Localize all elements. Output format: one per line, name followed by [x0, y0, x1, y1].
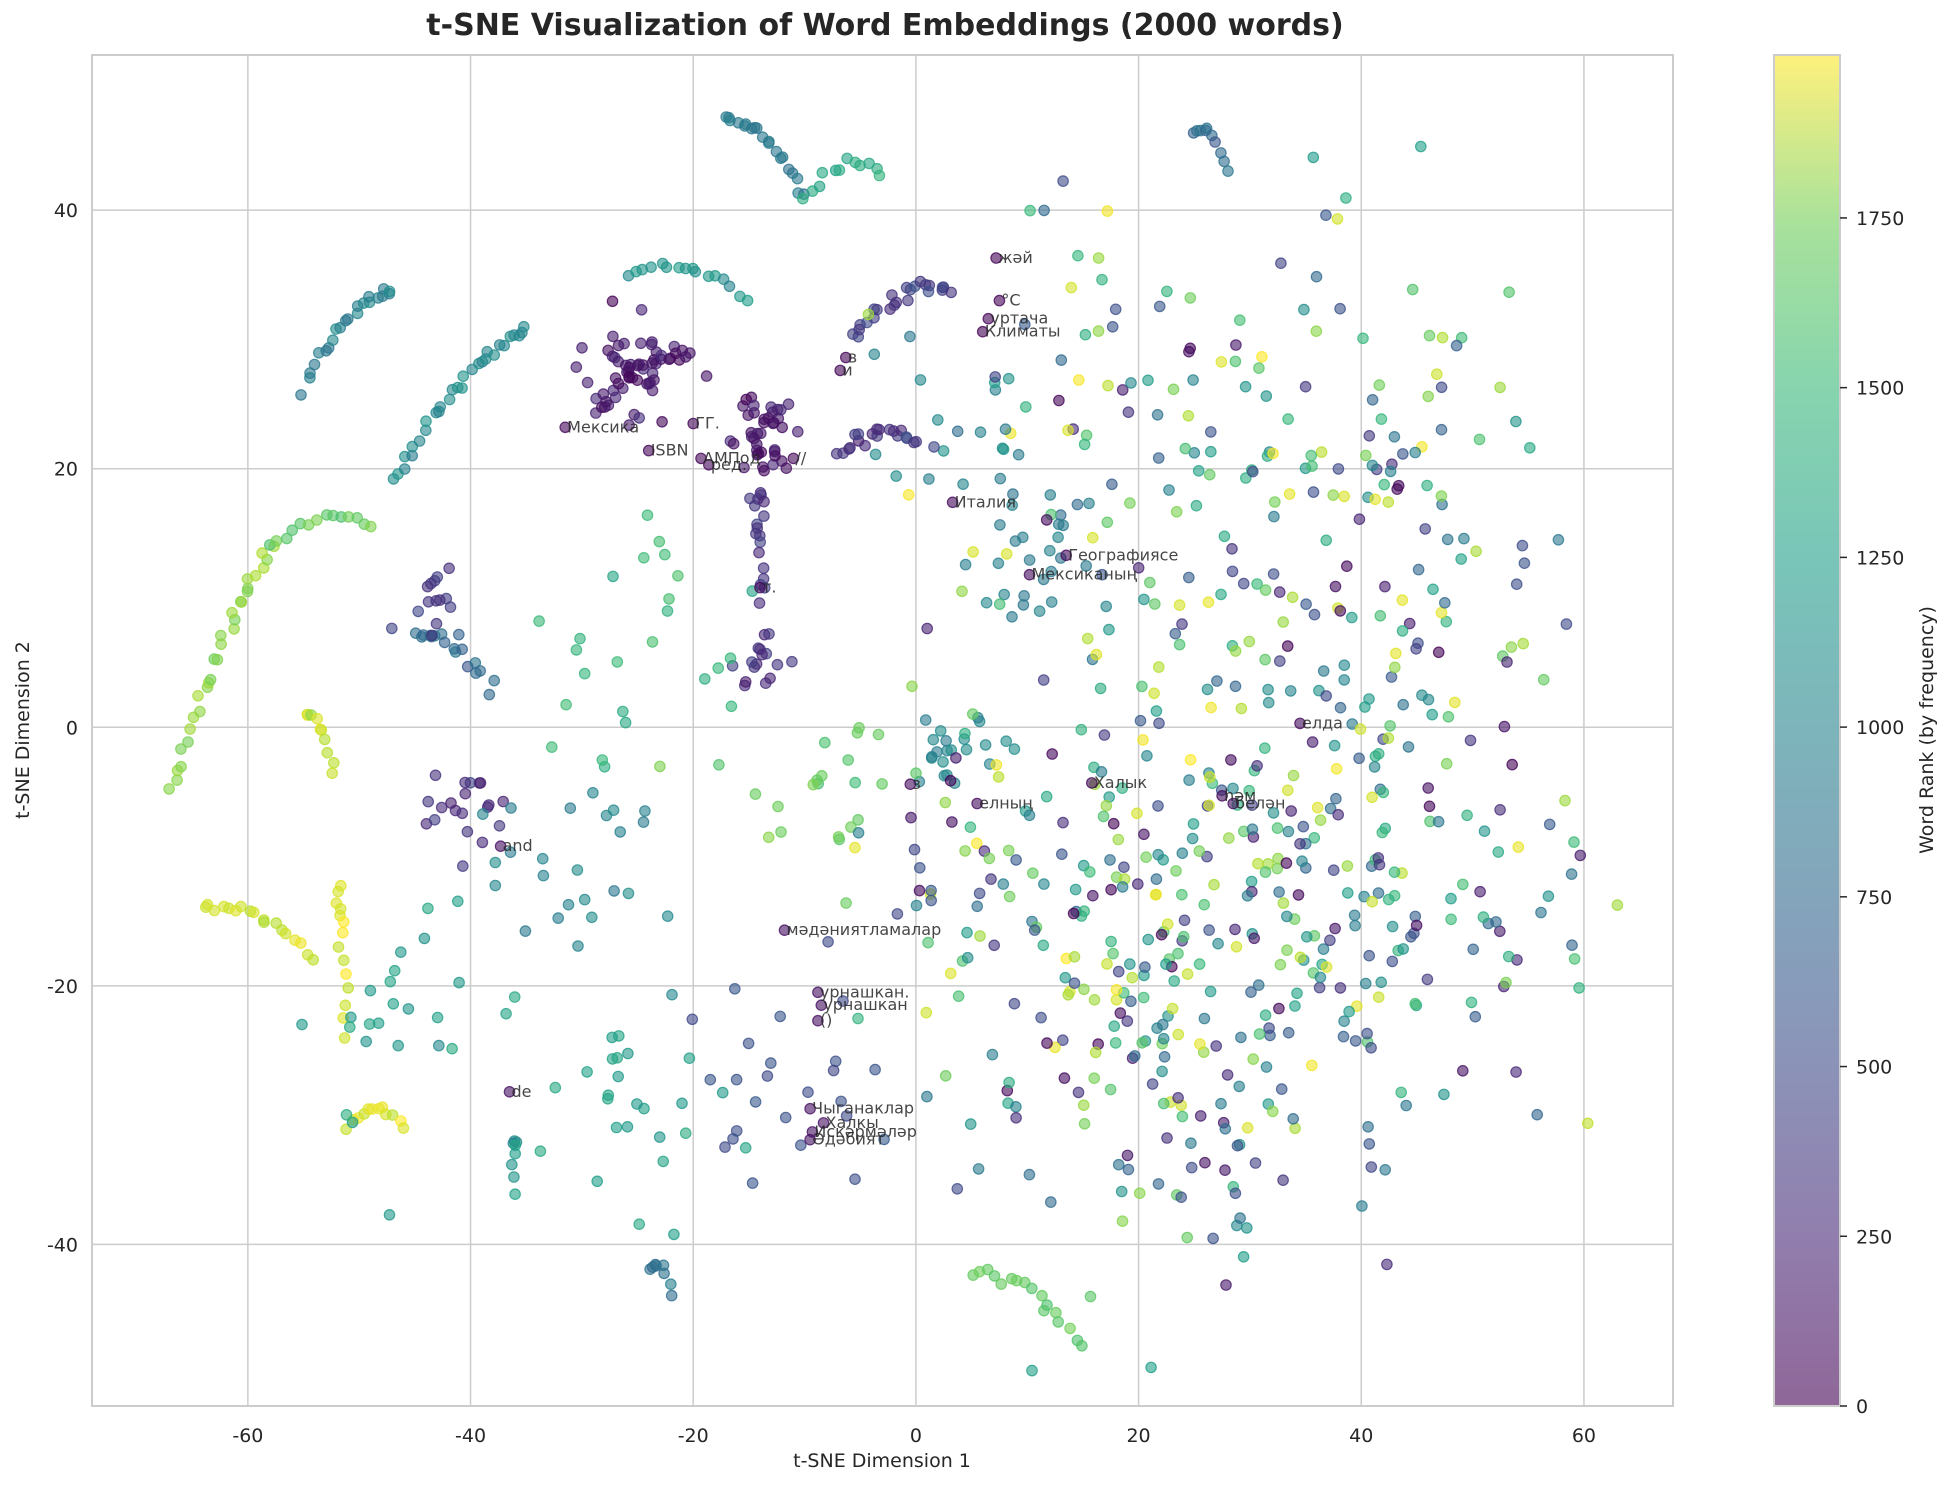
word-annotation: Географиясе [1068, 545, 1178, 564]
word-annotation: () [820, 1011, 832, 1030]
colorbar-tick-label: 1250 [1856, 547, 1904, 569]
word-annotation: and [503, 836, 533, 855]
x-tick-label: 20 [1126, 1425, 1150, 1447]
x-tick-label: -20 [678, 1425, 709, 1447]
word-annotation: Мексиканың [1031, 565, 1137, 584]
colorbar-tick-label: 750 [1856, 887, 1892, 909]
word-annotation: и [842, 360, 852, 379]
y-tick-label: 40 [54, 200, 78, 222]
y-axis-label: t-SNE Dimension 2 [12, 641, 34, 819]
word-annotation: урнашкан [823, 995, 907, 1014]
word-annotation: Италия [955, 492, 1016, 511]
x-tick-label: 40 [1349, 1425, 1373, 1447]
word-annotation: Чыганаклар [812, 1099, 914, 1118]
word-annotation: Халык [1094, 773, 1148, 792]
word-annotation: // [795, 448, 806, 467]
word-annotation: һәм [1224, 786, 1256, 805]
x-axis-label: t-SNE Dimension 1 [793, 1450, 971, 1472]
word-annotation: Халкы [825, 1113, 878, 1132]
word-annotation: з [912, 774, 921, 793]
word-annotation: Мексика [567, 417, 639, 436]
word-annotation: de [512, 1082, 532, 1101]
colorbar-ticks: 0 250 500 750 1000 1250 1500 1750 [1840, 208, 1904, 1418]
data-points [163, 111, 1624, 1377]
colorbar-tick-label: 1000 [1856, 717, 1904, 739]
word-annotation: белән [1235, 794, 1285, 813]
word-annotation: т. [762, 578, 776, 597]
word-annotation: °C [1001, 291, 1020, 310]
colorbar-tick-label: 0 [1856, 1396, 1868, 1418]
word-annotation: АМПод [703, 448, 761, 467]
grid-lines [92, 55, 1673, 1406]
word-annotation: ISBN [651, 441, 689, 460]
word-annotation: в [848, 348, 857, 367]
colorbar-tick-label: 500 [1856, 1057, 1892, 1079]
y-tick-label: 20 [54, 459, 78, 481]
x-tick-label: 0 [910, 1425, 922, 1447]
word-annotation: елның [979, 794, 1033, 813]
word-annotation: урнашкан. [820, 982, 910, 1001]
chart-title: t-SNE Visualization of Word Embeddings (… [426, 8, 1344, 43]
x-axis-ticks: -60 -40 -20 0 20 40 60 [232, 1425, 1596, 1447]
word-annotation: ГГ. [695, 413, 720, 432]
word-annotation: мәдәниятламалар [787, 920, 942, 939]
word-annotation: жәй [998, 248, 1033, 267]
word-annotation: Әдәбият [812, 1130, 885, 1149]
colorbar-label: Word Rank (by frequency) [1916, 606, 1938, 854]
word-annotation: Искәрмәләр [814, 1122, 917, 1141]
x-tick-label: -60 [232, 1425, 263, 1447]
colorbar-tick-label: 1750 [1856, 208, 1904, 230]
colorbar-tick-label: 250 [1856, 1226, 1892, 1248]
y-tick-label: 0 [66, 717, 78, 739]
x-tick-label: 60 [1572, 1425, 1596, 1447]
word-annotation: уртача [990, 309, 1048, 328]
y-tick-label: -20 [47, 976, 78, 998]
colorbar: 0 250 500 750 1000 1250 1500 1750 Word Rank (by… [1773, 54, 1938, 1418]
x-tick-label: -40 [455, 1425, 486, 1447]
plot-frame [91, 54, 1674, 1407]
word-annotation: ред. [711, 455, 747, 474]
colorbar-tick-label: 1500 [1856, 378, 1904, 400]
y-tick-label: -40 [47, 1234, 78, 1256]
word-annotation: елда [1302, 713, 1343, 732]
word-annotation: Климаты [985, 322, 1061, 341]
y-axis-ticks: -40 -20 0 20 40 [47, 200, 78, 1256]
